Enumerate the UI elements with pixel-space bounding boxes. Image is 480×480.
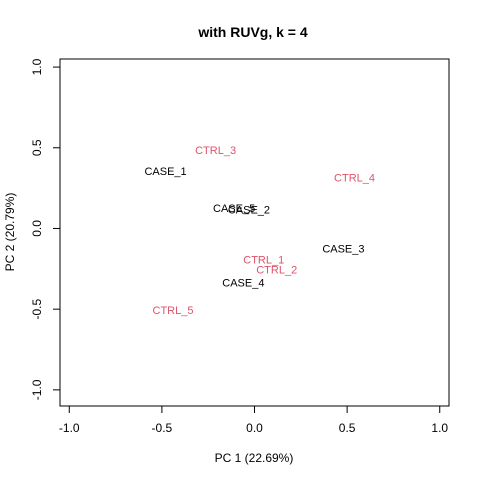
y-tick-label: -0.5 (30, 299, 44, 320)
point-label-ctrl-2: CTRL_2 (256, 264, 297, 276)
point-label-ctrl-3: CTRL_3 (195, 145, 236, 157)
y-tick-label: 1.0 (30, 58, 44, 75)
point-label-ctrl-4: CTRL_4 (334, 172, 375, 184)
point-label-case-1: CASE_1 (144, 166, 186, 178)
x-tick-label: -1.0 (59, 421, 80, 435)
x-axis-title: PC 1 (22.69%) (215, 451, 294, 465)
point-label-ctrl-5: CTRL_5 (153, 305, 194, 317)
point-label-ctrl-1: CTRL_1 (243, 255, 284, 267)
point-label-case-5: CASE_5 (213, 203, 255, 215)
y-axis-title: PC 2 (20.79%) (3, 193, 17, 272)
y-tick-label: 0.5 (30, 139, 44, 156)
y-axis: -1.0 -0.5 0.0 0.5 1.0 (30, 58, 60, 400)
point-label-case-2: CASE_2 (228, 205, 270, 217)
point-label-case-3: CASE_3 (322, 243, 364, 255)
x-tick-label: 0.0 (246, 421, 263, 435)
plot-frame (59, 58, 450, 407)
x-tick-label: -0.5 (152, 421, 173, 435)
chart-title: with RUVg, k = 4 (197, 24, 308, 40)
point-labels: CASE_1CASE_5CASE_2CASE_3CASE_4CTRL_1CTRL… (144, 145, 375, 317)
y-tick-label: 0.0 (30, 220, 44, 237)
point-label-case-4: CASE_4 (222, 277, 264, 289)
x-tick-label: 1.0 (431, 421, 448, 435)
x-tick-label: 0.5 (339, 421, 356, 435)
x-axis: -1.0 -0.5 0.0 0.5 1.0 (59, 406, 448, 435)
y-tick-label: -1.0 (30, 379, 44, 400)
